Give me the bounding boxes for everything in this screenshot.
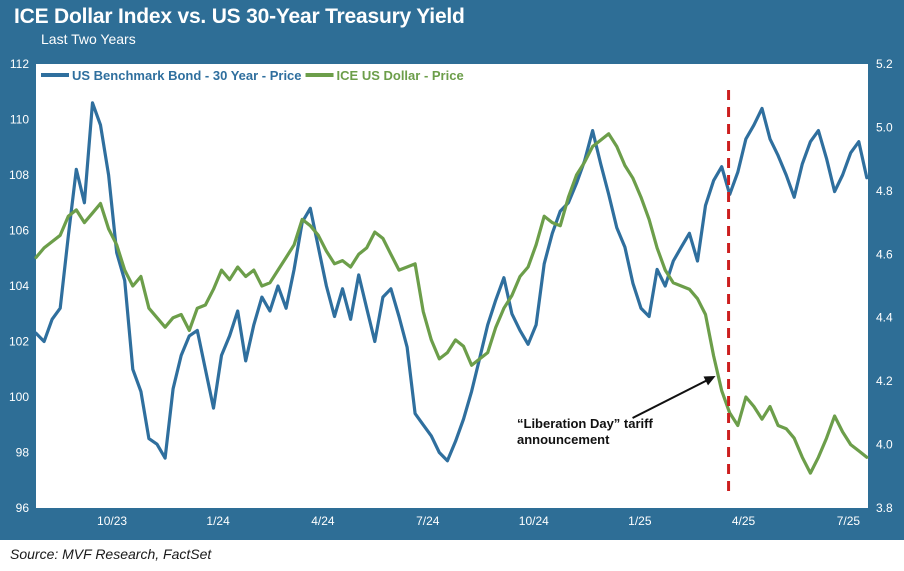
right-tick-label: 4.0	[876, 438, 893, 452]
right-tick-label: 5.0	[876, 120, 893, 134]
left-tick-label: 106	[9, 224, 29, 238]
chart-plot: 96 98 100 102 104 106 108 110 112 3.8 4.0 4.2 4.4 4.…	[9, 57, 893, 528]
dollar-index-series-line	[34, 132, 869, 475]
right-tick-label: 4.4	[876, 311, 893, 325]
x-tick-label: 4/24	[311, 514, 335, 528]
left-tick-label: 96	[16, 501, 30, 515]
plot-area	[36, 64, 868, 508]
annotation-arrowhead	[703, 376, 716, 386]
left-tick-label: 110	[10, 113, 29, 127]
left-tick-label: 112	[10, 57, 29, 71]
left-tick-label: 98	[16, 446, 30, 460]
bond-price-series-line	[34, 101, 869, 463]
right-tick-label: 4.6	[876, 247, 893, 261]
series-layer	[34, 101, 869, 475]
legend-entry-label: ICE US Dollar - Price	[337, 68, 464, 83]
x-axis: 10/23 1/24 4/24 7/24 10/24 1/25 4/25 7/25	[97, 514, 860, 528]
left-tick-label: 108	[9, 168, 29, 182]
x-tick-label: 1/24	[206, 514, 230, 528]
right-tick-label: 5.2	[876, 57, 893, 71]
x-tick-label: 10/24	[519, 514, 549, 528]
right-tick-label: 4.8	[876, 184, 893, 198]
x-tick-label: 1/25	[628, 514, 652, 528]
x-tick-label: 4/25	[732, 514, 756, 528]
left-tick-label: 100	[9, 390, 29, 404]
source-note: Source: MVF Research, FactSet	[10, 546, 212, 562]
right-tick-label: 3.8	[876, 501, 893, 515]
x-tick-label: 7/24	[416, 514, 440, 528]
legend-entry-label: US Benchmark Bond - 30 Year - Price	[72, 68, 302, 83]
annotation-label-line: “Liberation Day” tariff	[517, 416, 653, 431]
x-tick-label: 10/23	[97, 514, 127, 528]
left-axis: 96 98 100 102 104 106 108 110 112	[9, 57, 29, 515]
right-tick-label: 4.2	[876, 374, 893, 388]
right-axis: 3.8 4.0 4.2 4.4 4.6 4.8 5.0 5.2	[876, 57, 893, 515]
x-tick-label: 7/25	[837, 514, 861, 528]
legend: US Benchmark Bond - 30 Year - Price ICE U…	[41, 68, 464, 83]
chart-subtitle: Last Two Years	[41, 31, 136, 47]
left-tick-label: 104	[9, 279, 29, 293]
left-tick-label: 102	[9, 335, 29, 349]
chart-title: ICE Dollar Index vs. US 30-Year Treasury…	[14, 5, 465, 28]
annotation-arrow	[632, 378, 711, 419]
annotation-label-line: announcement	[517, 432, 610, 447]
